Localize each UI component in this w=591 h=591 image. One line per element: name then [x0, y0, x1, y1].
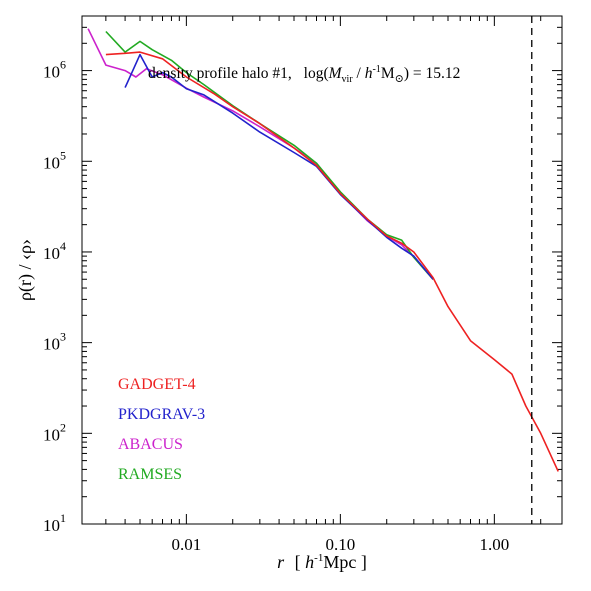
legend-entry: GADGET-4	[118, 376, 196, 393]
legend-entry: RAMSES	[118, 466, 182, 483]
y-tick-label: 103	[43, 330, 66, 354]
y-tick-label: 104	[43, 239, 66, 263]
y-axis-label: ρ(r) / ‹ρ›	[15, 239, 36, 301]
series-line-gadget-4	[105, 51, 559, 472]
legend: GADGET-4 PKDGRAV-3 ABACUS RAMSES	[118, 376, 205, 483]
plot-frame	[81, 15, 563, 525]
y-tick-label: 101	[43, 511, 66, 535]
y-tick-label: 102	[43, 420, 66, 444]
axis-tick-labels: 0.01 0.10 1.00 101 102 103 104 105 106	[43, 58, 509, 554]
legend-entry: PKDGRAV-3	[118, 406, 205, 423]
y-tick-label: 105	[43, 148, 66, 172]
x-tick-label: 0.01	[171, 535, 201, 554]
chart-title: density profile halo #1, log(Mvir / h-1M…	[148, 64, 460, 85]
axis-ticks	[82, 15, 562, 525]
y-tick-label: 106	[43, 58, 66, 82]
legend-entry: ABACUS	[118, 436, 183, 453]
x-tick-label: 0.10	[325, 535, 355, 554]
series-line-pkdgrav-3	[124, 53, 434, 280]
x-axis-label: r [ h-1Mpc ]	[277, 552, 367, 572]
x-tick-label: 1.00	[479, 535, 509, 554]
series-lines	[87, 28, 559, 472]
